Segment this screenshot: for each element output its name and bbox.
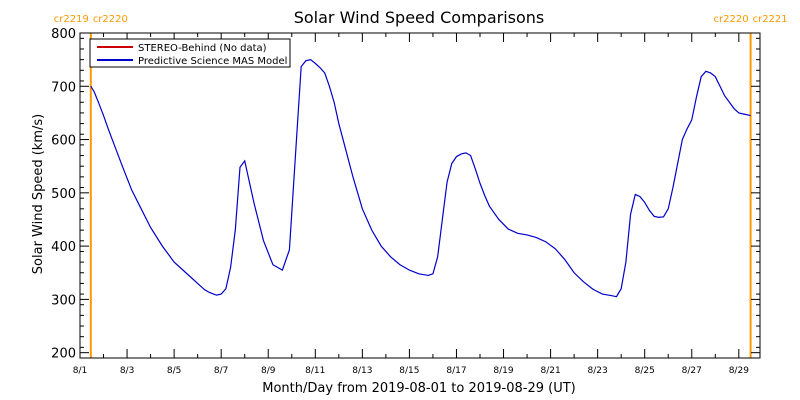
legend-label-predictive-science: Predictive Science MAS Model [138,56,287,67]
x-tick-label: 8/1 [73,366,87,376]
x-tick-label: 8/9 [261,366,276,376]
carrington-label-right: cr2220 [93,14,128,25]
y-tick-label: 200 [51,347,76,362]
y-tick-label: 400 [51,240,76,255]
y-tick-label: 800 [51,27,76,42]
x-tick-label: 8/19 [493,366,513,376]
legend: STEREO-Behind (No data) Predictive Scien… [89,38,291,68]
legend-box [89,38,291,68]
x-tick-label: 8/7 [214,366,228,376]
x-tick-label: 8/25 [635,366,655,376]
x-tick-label: 8/27 [682,366,702,376]
series-line-predictive-science [90,58,751,298]
series-layer [90,58,751,298]
axes: 200 300 400 500 600 700 800 8/1 8/3 8/5 8/7 8/9 8/11… [51,27,761,376]
x-tick-label: 8/29 [729,366,749,376]
y-tick-label: 600 [51,134,76,149]
carrington-label-right: cr2221 [753,14,788,25]
legend-label-stereo-behind: STEREO-Behind (No data) [138,43,267,54]
x-tick-label: 8/3 [120,366,134,376]
carrington-label-left: cr2220 [714,14,749,25]
x-tick-label: 8/21 [540,366,560,376]
x-tick-label: 8/11 [305,366,325,376]
x-tick-label: 8/17 [446,366,466,376]
x-tick-label: 8/13 [352,366,372,376]
x-axis-label: Month/Day from 2019-08-01 to 2019-08-29 … [262,381,575,396]
y-tick-label: 500 [51,187,76,202]
plot-frame [79,32,761,359]
x-tick-label: 8/23 [588,366,608,376]
x-tick-label: 8/5 [167,366,181,376]
x-tick-label: 8/15 [399,366,419,376]
chart-title: Solar Wind Speed Comparisons [294,8,545,27]
y-tick-label: 700 [51,80,76,95]
y-axis-label: Solar Wind Speed (km/s) [31,114,46,274]
y-tick-label: 300 [51,293,76,308]
carrington-label-left: cr2219 [54,14,89,25]
